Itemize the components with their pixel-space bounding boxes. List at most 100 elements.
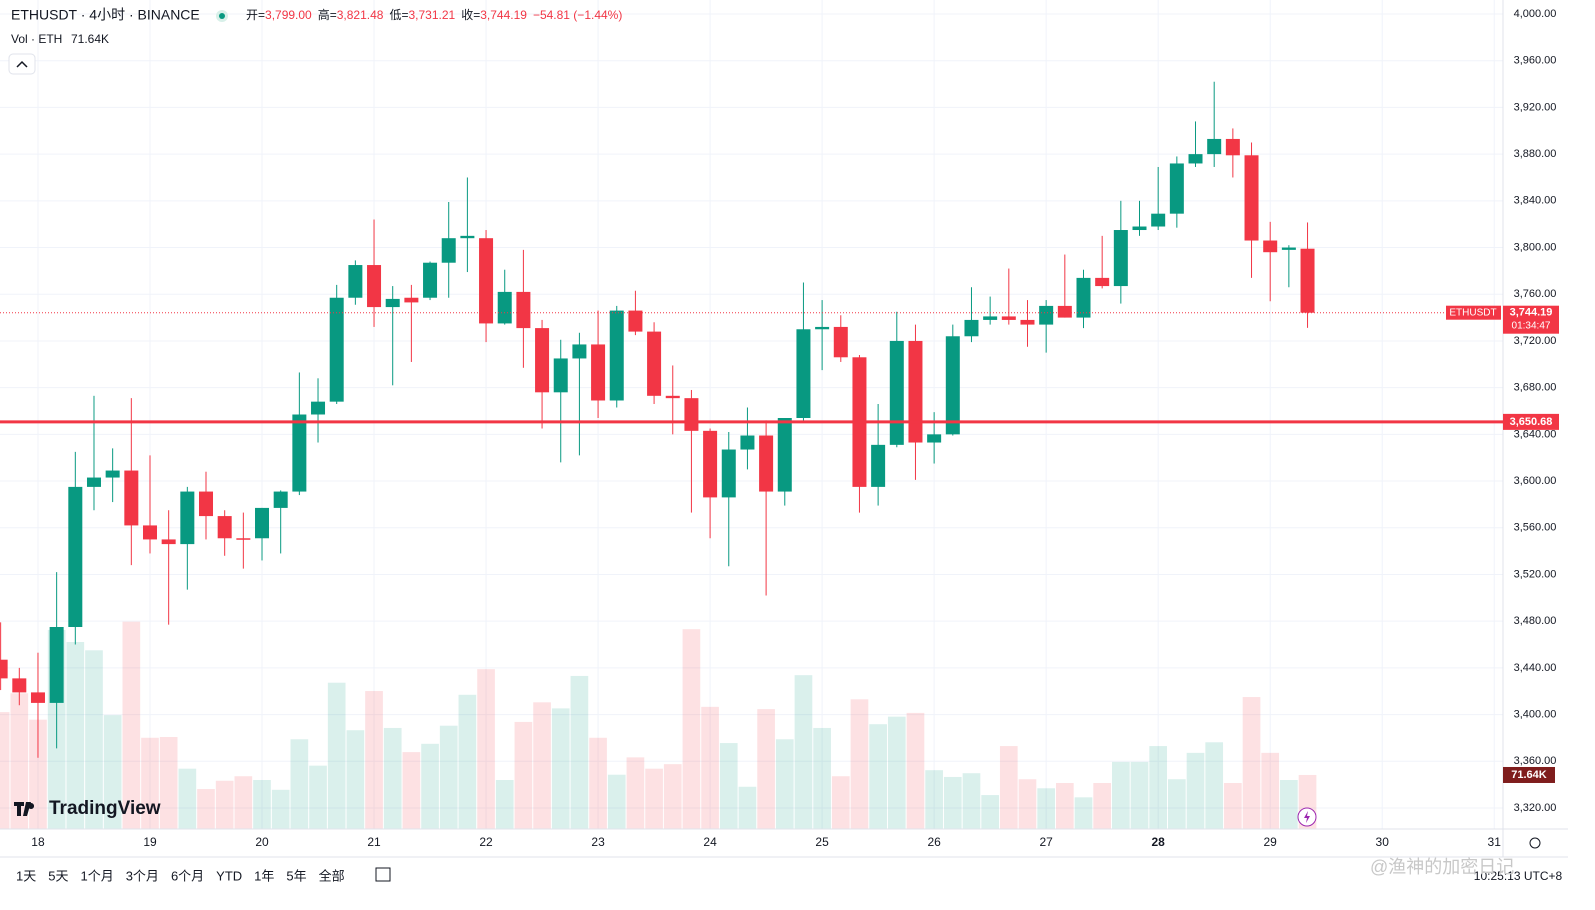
candle-body bbox=[964, 319, 979, 337]
y-tick-label: 3,640.00 bbox=[1514, 428, 1557, 440]
x-tick-label: 22 bbox=[479, 835, 493, 849]
candle-body bbox=[908, 340, 923, 443]
ohlc-value: 3,731.21 bbox=[408, 8, 455, 22]
volume-bar bbox=[663, 764, 682, 829]
volume-axis-label: 71.64K bbox=[1511, 769, 1547, 781]
candle-body bbox=[367, 265, 382, 308]
candle-body bbox=[292, 414, 307, 492]
volume-bar bbox=[159, 737, 178, 829]
candle-body bbox=[236, 538, 251, 540]
ohlc-value: 3,744.19 bbox=[480, 8, 527, 22]
candle-body bbox=[1095, 277, 1110, 287]
volume-bar bbox=[253, 779, 271, 829]
volume-bar bbox=[103, 715, 122, 829]
candle-body bbox=[572, 344, 587, 359]
volume-bar bbox=[495, 779, 514, 829]
range-button[interactable]: YTD bbox=[216, 868, 242, 883]
volume-bar bbox=[533, 702, 551, 829]
range-button[interactable]: 1天 bbox=[16, 868, 36, 883]
y-tick-label: 3,360.00 bbox=[1514, 755, 1557, 767]
y-tick-label: 3,920.00 bbox=[1514, 101, 1557, 113]
x-tick-label: 26 bbox=[927, 835, 941, 849]
candle-body bbox=[12, 678, 27, 693]
range-button[interactable]: 1年 bbox=[254, 868, 274, 883]
symbol-title[interactable]: ETHUSDT · 4小时 · BINANCE bbox=[11, 7, 200, 23]
candle-body bbox=[180, 491, 195, 545]
range-button[interactable]: 5天 bbox=[48, 868, 68, 883]
volume-bar bbox=[719, 743, 738, 829]
volume-bar bbox=[290, 739, 309, 829]
hline-label-box bbox=[1503, 413, 1559, 430]
volume-bar bbox=[551, 708, 570, 829]
date-range-icon[interactable] bbox=[375, 867, 391, 882]
volume-bar bbox=[1074, 797, 1093, 829]
last-price-name-box bbox=[1446, 305, 1501, 320]
volume-bar bbox=[757, 709, 775, 829]
volume-bar bbox=[365, 691, 383, 829]
volume-bar bbox=[1242, 697, 1261, 829]
candle-body bbox=[161, 539, 176, 545]
volume-bar bbox=[570, 675, 589, 829]
settings-icon[interactable] bbox=[1529, 837, 1541, 849]
volume-title: Vol · ETH bbox=[11, 32, 62, 46]
volume-bar bbox=[383, 727, 402, 829]
volume-bar bbox=[962, 773, 981, 829]
brand-name: TradingView bbox=[49, 798, 161, 819]
candle-body bbox=[68, 486, 83, 628]
volume-bar bbox=[402, 752, 421, 829]
candle-body bbox=[1281, 247, 1296, 250]
volume-bar bbox=[813, 727, 831, 829]
candle-body bbox=[684, 398, 699, 431]
candle-body bbox=[1076, 277, 1091, 318]
candle-body bbox=[49, 627, 64, 703]
candle-body bbox=[927, 434, 942, 443]
candle-body bbox=[553, 358, 568, 393]
volume-bar bbox=[906, 712, 925, 829]
y-tick-label: 3,880.00 bbox=[1514, 148, 1557, 160]
ohlc-value: 3,821.48 bbox=[337, 8, 384, 22]
x-tick-label: 18 bbox=[31, 835, 45, 849]
candle-body bbox=[647, 331, 662, 396]
volume-bar bbox=[943, 776, 962, 829]
range-button[interactable]: 1个月 bbox=[80, 868, 113, 883]
range-button[interactable]: 3个月 bbox=[126, 868, 159, 883]
volume-label-box bbox=[1503, 766, 1555, 783]
volume-bar bbox=[1130, 761, 1149, 829]
volume-bar bbox=[122, 621, 141, 829]
candle-body bbox=[1263, 240, 1278, 253]
watermark: @渔神的加密日记 bbox=[1370, 857, 1514, 877]
volume-bar bbox=[514, 721, 533, 829]
candle-body bbox=[983, 316, 998, 320]
candle-body bbox=[1169, 163, 1184, 214]
volume-bar bbox=[141, 737, 159, 829]
candle-body bbox=[273, 491, 288, 508]
volume-bar bbox=[197, 789, 215, 829]
range-button[interactable]: 6个月 bbox=[171, 868, 204, 883]
volume-bar bbox=[10, 693, 29, 829]
volume-bar bbox=[271, 789, 290, 829]
volume-bar bbox=[309, 765, 327, 829]
y-tick-label: 3,840.00 bbox=[1514, 195, 1557, 207]
volume-bar bbox=[1093, 783, 1111, 829]
collapse-button[interactable] bbox=[8, 53, 36, 75]
ohlc-value: −54.81 (−1.44%) bbox=[533, 8, 622, 22]
range-button[interactable]: 全部 bbox=[319, 868, 345, 883]
candle-body bbox=[86, 477, 101, 487]
hline-label: 3,650.68 bbox=[1510, 416, 1553, 428]
volume-bar bbox=[477, 669, 495, 829]
candle-body bbox=[311, 401, 326, 415]
volume-bar bbox=[1224, 783, 1242, 829]
range-button[interactable]: 5年 bbox=[286, 868, 306, 883]
candle-body bbox=[30, 692, 45, 703]
y-tick-label: 3,600.00 bbox=[1514, 475, 1557, 487]
candle-body bbox=[889, 340, 904, 445]
candle-body bbox=[535, 328, 550, 393]
volume-value: 71.64K bbox=[71, 32, 109, 46]
volume-bar bbox=[1149, 746, 1168, 829]
candle-body bbox=[1188, 154, 1203, 164]
x-tick-label: 28 bbox=[1151, 835, 1165, 849]
y-tick-label: 3,440.00 bbox=[1514, 662, 1557, 674]
x-tick-label: 25 bbox=[815, 835, 829, 849]
